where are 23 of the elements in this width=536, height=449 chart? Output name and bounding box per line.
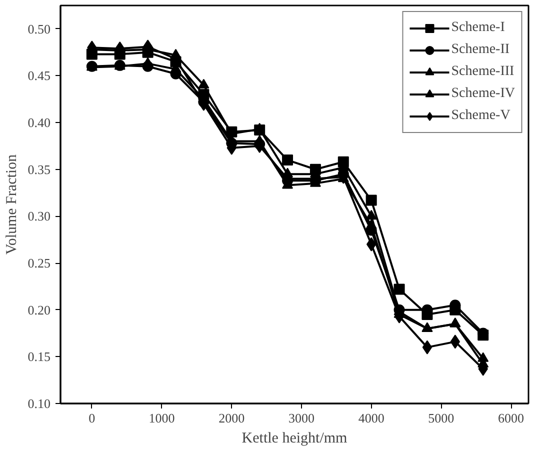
x-tick-label: 6000 <box>498 410 524 426</box>
x-tick-label: 1000 <box>148 410 175 426</box>
x-axis-title: Kettle height/mm <box>242 430 348 446</box>
x-tick-label: 0 <box>88 410 96 426</box>
x-tick-label: 5000 <box>428 410 454 426</box>
legend-label: Scheme-III <box>451 64 514 80</box>
legend-label: Scheme-I <box>451 20 505 36</box>
y-tick-label: 0.35 <box>28 162 50 177</box>
x-tick-label: 4000 <box>358 410 384 426</box>
y-tick-label: 0.20 <box>28 302 50 318</box>
y-tick-label: 0.10 <box>28 396 50 411</box>
x-tick-label: 3000 <box>288 410 314 426</box>
x-tick-label: 2000 <box>218 410 245 426</box>
legend-label: Scheme-IV <box>451 86 515 102</box>
y-tick-label: 0.50 <box>28 21 50 36</box>
legend-label: Scheme-II <box>451 42 510 58</box>
legend-label: Scheme-V <box>451 108 510 124</box>
y-tick-label: 0.25 <box>28 256 50 271</box>
y-axis-title: Volume Fraction <box>4 154 20 255</box>
y-tick-label: 0.15 <box>28 349 50 364</box>
y-tick-label: 0.45 <box>28 68 50 84</box>
y-tick-label: 0.30 <box>28 208 50 224</box>
y-tick-label: 0.40 <box>28 115 50 130</box>
